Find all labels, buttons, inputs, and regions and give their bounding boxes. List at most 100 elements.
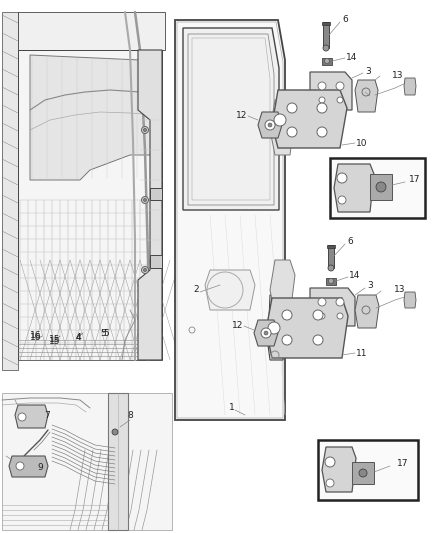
Text: 15: 15 (49, 335, 61, 344)
Polygon shape (9, 456, 48, 477)
Circle shape (268, 322, 280, 334)
Polygon shape (150, 255, 162, 268)
Polygon shape (322, 58, 332, 65)
Polygon shape (404, 78, 416, 95)
Circle shape (287, 103, 297, 113)
Bar (271, 328, 281, 333)
Bar (271, 349, 281, 354)
Text: 2: 2 (193, 286, 199, 295)
Circle shape (326, 479, 334, 487)
Circle shape (141, 266, 148, 273)
Polygon shape (270, 260, 295, 315)
Circle shape (313, 310, 323, 320)
Circle shape (141, 126, 148, 133)
Circle shape (319, 97, 325, 103)
Circle shape (264, 331, 268, 335)
Bar (271, 356, 281, 361)
Circle shape (336, 82, 344, 90)
Polygon shape (266, 298, 348, 358)
Bar (271, 321, 281, 326)
Polygon shape (175, 20, 285, 420)
Text: 8: 8 (127, 411, 133, 421)
Circle shape (337, 97, 343, 103)
Polygon shape (310, 288, 355, 326)
Text: 9: 9 (37, 464, 43, 472)
Circle shape (323, 45, 329, 51)
Polygon shape (355, 80, 378, 112)
Text: 4: 4 (75, 333, 81, 342)
Polygon shape (270, 100, 295, 155)
Bar (271, 342, 281, 347)
Text: 15: 15 (49, 336, 61, 345)
Text: 5: 5 (100, 328, 106, 337)
Circle shape (318, 82, 326, 90)
Text: 6: 6 (347, 238, 353, 246)
Circle shape (313, 335, 323, 345)
Polygon shape (150, 188, 162, 200)
Circle shape (274, 114, 286, 126)
Polygon shape (2, 12, 18, 370)
Text: 7: 7 (44, 410, 50, 419)
Text: 13: 13 (392, 70, 404, 79)
Text: 1: 1 (229, 403, 235, 413)
Circle shape (338, 196, 346, 204)
Circle shape (318, 298, 326, 306)
Bar (318, 440, 418, 500)
Circle shape (268, 123, 272, 127)
Circle shape (337, 313, 343, 319)
Bar (271, 314, 281, 319)
Text: 16: 16 (30, 332, 42, 341)
Text: 12: 12 (237, 110, 247, 119)
Polygon shape (205, 270, 255, 310)
Circle shape (325, 59, 329, 63)
Polygon shape (268, 295, 285, 360)
Polygon shape (15, 405, 48, 428)
Circle shape (287, 127, 297, 137)
Text: 14: 14 (346, 52, 358, 61)
Bar (271, 307, 281, 312)
Polygon shape (334, 164, 374, 212)
Text: 14: 14 (350, 271, 360, 280)
Circle shape (16, 462, 24, 470)
Circle shape (317, 103, 327, 113)
Circle shape (144, 269, 146, 271)
Circle shape (319, 313, 325, 319)
Text: 10: 10 (356, 139, 368, 148)
Circle shape (376, 182, 386, 192)
Polygon shape (108, 393, 128, 530)
Circle shape (141, 197, 148, 204)
Bar (271, 300, 281, 305)
Circle shape (328, 265, 334, 271)
Text: 3: 3 (365, 67, 371, 76)
Polygon shape (352, 462, 374, 484)
Circle shape (261, 328, 271, 338)
Circle shape (328, 279, 333, 284)
Polygon shape (183, 28, 279, 210)
Circle shape (18, 413, 26, 421)
Bar (271, 335, 281, 340)
Circle shape (359, 469, 367, 477)
Text: 17: 17 (409, 175, 421, 184)
Text: 17: 17 (397, 458, 409, 467)
Polygon shape (322, 22, 330, 25)
Circle shape (325, 457, 335, 467)
Polygon shape (328, 245, 334, 268)
Polygon shape (138, 50, 162, 360)
Polygon shape (322, 447, 356, 492)
Circle shape (112, 429, 118, 435)
Text: 11: 11 (356, 349, 368, 358)
Polygon shape (310, 72, 352, 110)
Polygon shape (327, 245, 335, 248)
Text: 5: 5 (103, 328, 109, 337)
Polygon shape (404, 292, 416, 308)
Circle shape (265, 120, 275, 130)
Polygon shape (18, 50, 162, 360)
Polygon shape (370, 174, 392, 200)
Polygon shape (30, 55, 155, 180)
Circle shape (282, 335, 292, 345)
Polygon shape (2, 393, 172, 530)
Polygon shape (326, 278, 336, 285)
Polygon shape (272, 90, 347, 148)
Text: 3: 3 (367, 281, 373, 290)
Text: 13: 13 (394, 286, 406, 295)
